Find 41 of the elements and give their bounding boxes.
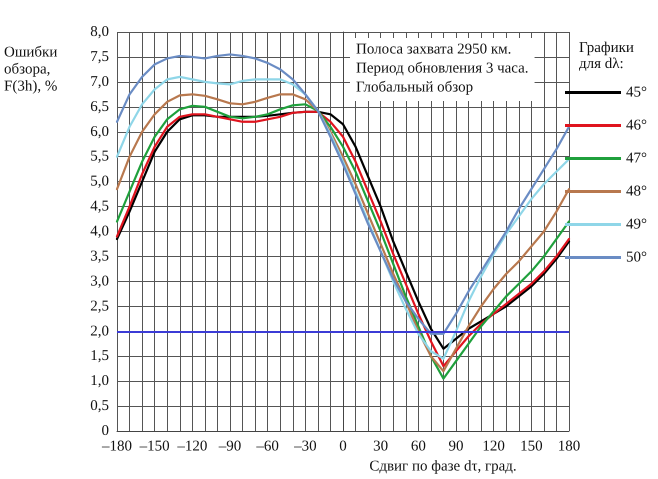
- y-tick-label: 0,5: [90, 398, 109, 414]
- x-tick-label: –30: [293, 438, 317, 454]
- y-tick-label: 1,5: [90, 348, 109, 364]
- y-tick-label: 3,0: [90, 273, 109, 290]
- y-tick-label: 6,0: [90, 124, 109, 140]
- x-tick-label: –60: [255, 438, 279, 454]
- x-tick-label: 180: [558, 438, 580, 454]
- x-tick-label: –90: [218, 438, 242, 454]
- legend-label: 49°: [626, 216, 647, 232]
- x-tick-label: 0: [339, 438, 347, 454]
- y-tick-label: 8,0: [90, 24, 109, 40]
- line-series: [116, 53, 570, 335]
- legend-title: Графики для dλ:: [579, 40, 634, 72]
- x-axis-title: Сдвиг по фазе dτ, град.: [369, 458, 517, 474]
- legend-label: 45°: [626, 84, 647, 100]
- legend-label: 47°: [626, 150, 647, 166]
- y-tick-label: 0: [102, 423, 109, 439]
- y-axis-title: Ошибки обзора, F(3h), %: [4, 44, 58, 94]
- x-tick-label: –180: [101, 438, 132, 454]
- x-tick-label: 30: [373, 438, 388, 454]
- y-tick-label: 5,5: [90, 148, 109, 165]
- x-tick-label: 120: [482, 438, 505, 454]
- x-tick-label: –150: [138, 438, 170, 454]
- annotation: Полоса захвата 2950 км. Период обновления 3 часа. Глобальный обзор: [356, 42, 529, 96]
- legend-label: 50°: [626, 250, 647, 266]
- legend-label: 48°: [626, 184, 647, 200]
- y-tick-label: 4,0: [90, 224, 109, 240]
- y-tick-label: 7,5: [90, 48, 109, 65]
- x-tick-label: 90: [448, 438, 464, 454]
- y-tick-label: 4,5: [90, 198, 109, 215]
- y-tick-label: 1,0: [90, 373, 109, 390]
- y-tick-label: 7,0: [90, 74, 109, 90]
- legend-label: 46°: [626, 118, 647, 134]
- y-tick-label: 2,0: [90, 323, 109, 340]
- y-tick-label: 6,5: [90, 98, 109, 115]
- y-tick-label: 3,5: [90, 248, 109, 264]
- x-tick-label: 60: [410, 438, 426, 454]
- y-tick-label: 5,0: [90, 174, 109, 190]
- x-tick-label: 150: [520, 438, 543, 454]
- x-tick-label: –120: [176, 438, 208, 454]
- y-tick-label: 2,5: [90, 298, 109, 314]
